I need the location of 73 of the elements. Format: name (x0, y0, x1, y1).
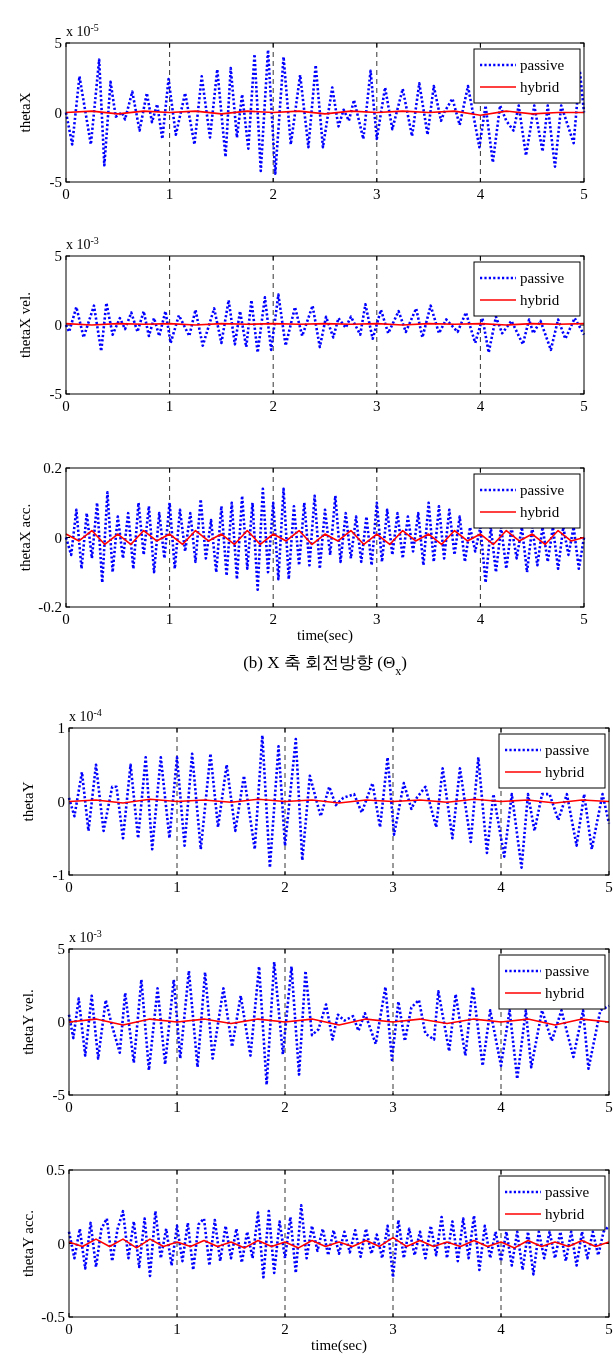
legend-label: hybrid (520, 292, 560, 308)
x-tick-label: 1 (165, 611, 174, 627)
text: (b) X 축 회전방향 (Θ$_{x}$) (243, 653, 407, 678)
y-tick-label: 0 (54, 104, 62, 121)
x-tick-label: 3 (389, 879, 397, 895)
y-axis-title: thetaY acc. (20, 1210, 36, 1277)
x-tick-label: 2 (281, 1321, 289, 1337)
y-tick-label: 5 (54, 35, 62, 51)
legend-label: passive (520, 270, 565, 286)
text: x 10$^{-4}$ (69, 706, 102, 724)
x-tick-label: 5 (605, 879, 613, 895)
y-tick-label: 0 (57, 1014, 65, 1030)
y-tick-label: -5 (49, 174, 62, 190)
legend-label: passive (545, 1184, 590, 1200)
x-tick-label: 1 (173, 1321, 181, 1337)
x-tick-label: 5 (605, 1099, 613, 1115)
x-tick-label: 3 (373, 398, 381, 414)
y-tick-label: 0.2 (43, 460, 62, 476)
x-tick-label: 3 (389, 1099, 397, 1115)
y-tick-label: 0 (57, 793, 65, 810)
y-tick-label: 0 (54, 317, 62, 333)
x-axis-title: time(sec) (311, 1337, 367, 1354)
y-tick-label: 5 (54, 248, 62, 264)
x-axis-title: time(sec) (297, 627, 353, 644)
x-tick-label: 5 (605, 1321, 613, 1337)
y-tick-label: -0.2 (38, 599, 62, 615)
y-tick-label: 0 (54, 529, 62, 546)
x-tick-label: 3 (373, 611, 381, 627)
x-tick-label: 1 (165, 398, 174, 414)
text: x 10$^{-5}$ (66, 21, 99, 39)
x-tick-label: 2 (269, 611, 277, 627)
y-tick-label: -5 (49, 386, 62, 402)
legend-label: hybrid (520, 79, 560, 95)
x-tick-label: 2 (281, 1099, 289, 1115)
x-tick-label: 4 (476, 398, 485, 414)
legend-label: passive (520, 57, 565, 73)
y-axis-title: thetaY (20, 781, 36, 822)
x-tick-label: 5 (580, 611, 588, 627)
y-tick-label: 0 (57, 1235, 65, 1252)
x-tick-label: 2 (269, 398, 277, 414)
x-tick-label: 3 (373, 186, 381, 202)
y-tick-label: 1 (57, 720, 65, 736)
x-tick-label: 1 (173, 879, 181, 895)
y-axis-title: thetaY vel. (20, 989, 36, 1055)
x-tick-label: 3 (389, 1321, 397, 1337)
legend-label: hybrid (545, 985, 585, 1001)
x-tick-label: 4 (476, 611, 485, 627)
y-axis-title: thetaX (17, 92, 33, 133)
x-tick-label: 5 (580, 186, 588, 202)
y-axis-title: thetaX acc. (17, 503, 33, 572)
x-tick-label: 2 (269, 186, 277, 202)
legend-label: passive (520, 482, 565, 498)
y-tick-label: -5 (52, 1087, 65, 1103)
legend-label: passive (545, 963, 590, 979)
y-tick-label: -0.5 (41, 1309, 65, 1325)
y-tick-label: 0.5 (46, 1162, 65, 1178)
legend-label: hybrid (520, 504, 560, 520)
legend-label: hybrid (545, 1206, 585, 1222)
legend-label: passive (545, 742, 590, 758)
x-tick-label: 5 (580, 398, 588, 414)
x-tick-label: 4 (497, 1321, 506, 1337)
text: x 10$^{-3}$ (66, 234, 99, 252)
y-tick-label: -1 (52, 867, 65, 883)
y-axis-title: thetaX vel. (17, 292, 33, 358)
text: x 10$^{-3}$ (69, 927, 102, 945)
x-tick-label: 4 (497, 1099, 506, 1115)
y-tick-label: 5 (57, 941, 65, 957)
x-tick-label: 1 (165, 186, 174, 202)
x-tick-label: 1 (173, 1099, 181, 1115)
x-tick-label: 2 (281, 879, 289, 895)
legend-label: hybrid (545, 764, 585, 780)
x-tick-label: 4 (476, 186, 485, 202)
x-tick-label: 4 (497, 879, 506, 895)
